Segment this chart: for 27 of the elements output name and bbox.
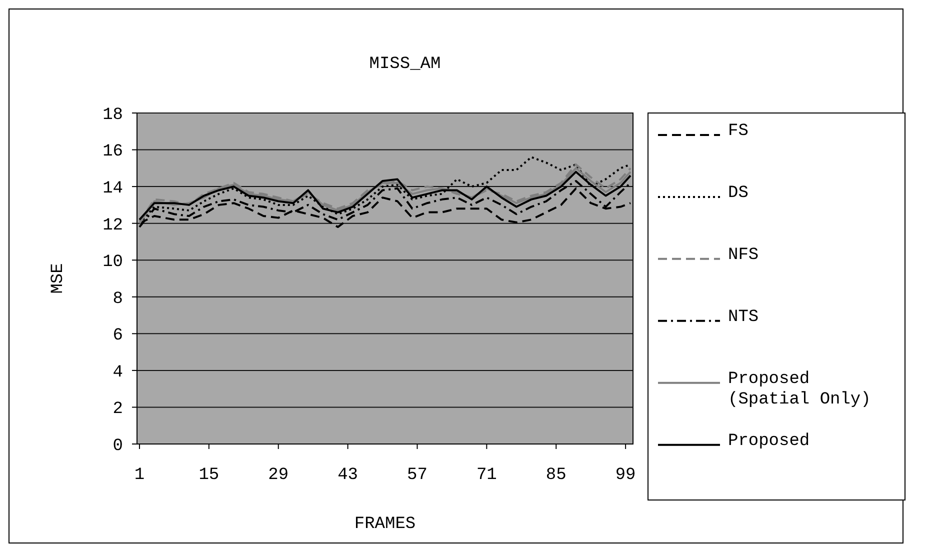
x-tick-label: 29 bbox=[268, 466, 289, 485]
y-tick-label: 6 bbox=[112, 326, 123, 346]
x-tick-label: 15 bbox=[198, 466, 220, 485]
x-tick-label: 57 bbox=[407, 466, 428, 485]
y-tick-label: 8 bbox=[112, 290, 123, 309]
y-tick-label: 2 bbox=[112, 400, 123, 420]
y-tick-label: 10 bbox=[102, 253, 123, 272]
x-tick-label: 99 bbox=[615, 466, 636, 485]
legend-label: FS bbox=[728, 122, 748, 141]
x-tick-label: 1 bbox=[134, 466, 145, 485]
legend-label: Proposed bbox=[728, 432, 810, 451]
x-tick-label: 71 bbox=[476, 466, 497, 485]
legend-label: NFS bbox=[728, 246, 759, 265]
chart-title: MISS_AM bbox=[369, 55, 441, 74]
legend-label: NTS bbox=[728, 308, 759, 327]
x-tick-label: 43 bbox=[338, 466, 358, 485]
y-tick-label: 14 bbox=[102, 180, 123, 199]
y-tick-label: 12 bbox=[102, 216, 123, 236]
x-tick-label: 85 bbox=[546, 466, 566, 485]
y-tick-label: 18 bbox=[102, 106, 123, 125]
legend-label: Proposed (Spatial Only) bbox=[728, 370, 871, 410]
legend-label: DS bbox=[728, 184, 748, 203]
y-tick-label: 16 bbox=[102, 142, 123, 162]
y-tick-label: 4 bbox=[112, 363, 123, 382]
y-tick-label: 0 bbox=[112, 436, 123, 456]
y-axis-title: MSE bbox=[49, 263, 68, 294]
x-axis-title: FRAMES bbox=[354, 515, 416, 534]
